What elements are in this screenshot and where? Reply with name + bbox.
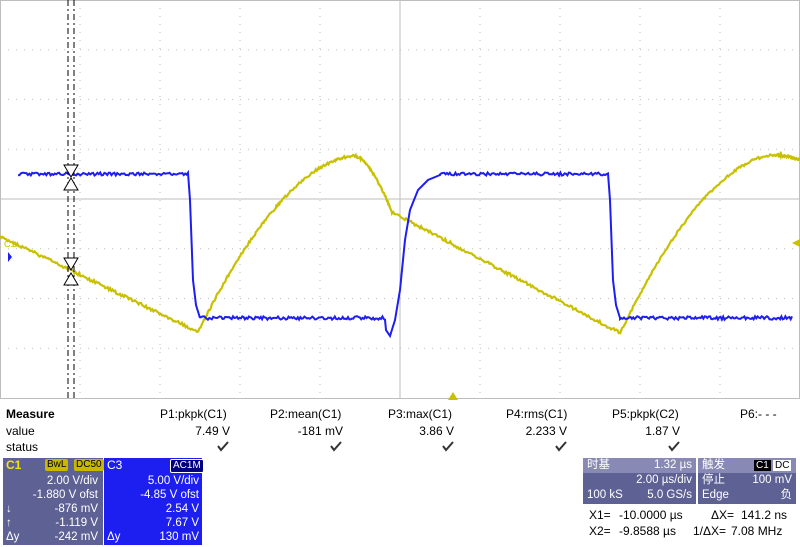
c3-offset-marker-icon[interactable] xyxy=(8,252,12,262)
timebase-label: 时基 xyxy=(587,458,610,473)
timebase-delay: 1.32 µs xyxy=(654,458,692,473)
trigger-level: 100 mV xyxy=(752,473,792,488)
trigger-level-marker-icon[interactable] xyxy=(792,239,800,247)
timebase-tdiv: 2.00 µs/div xyxy=(636,473,692,488)
c3-cursor2-value: 7.67 V xyxy=(166,516,199,530)
x1-label: X1= xyxy=(589,508,611,522)
c1-dy-value: -242 mV xyxy=(55,530,98,544)
c3-vdiv: 5.00 V/div xyxy=(148,474,199,488)
timebase-panel[interactable]: 时基 1.32 µs 2.00 µs/div 100 kS 5.0 GS/s xyxy=(583,458,696,504)
trigger-panel[interactable]: 触发 C1 DC 停止 100 mV Edge 负 xyxy=(698,458,796,504)
measure-p4-value: 2.233 V xyxy=(487,424,567,438)
trigger-position-marker-icon[interactable] xyxy=(448,392,458,400)
dx-label: ΔX= xyxy=(711,508,734,522)
c3-cursor1-value: 2.54 V xyxy=(166,502,199,516)
c1-cursor1-value: -876 mV xyxy=(55,502,98,516)
c1-dy-label: Δy xyxy=(6,530,19,544)
c1-bwl-badge: BwL xyxy=(45,459,68,471)
c1-coupling-badge: DC50 xyxy=(74,459,104,471)
trigger-label: 触发 xyxy=(702,458,725,473)
c1-offset: -1.880 V ofst xyxy=(33,488,98,502)
measure-p1-value: 7.49 V xyxy=(150,424,230,438)
c3-descriptor-header: C3 AC1M xyxy=(104,458,202,472)
check-icon xyxy=(442,440,454,452)
c1-name: C1 xyxy=(6,458,21,472)
check-icon xyxy=(217,440,229,452)
measure-p3-value: 3.86 V xyxy=(374,424,454,438)
cursor-up-icon: ↑ xyxy=(6,516,12,530)
trigger-type: Edge xyxy=(702,488,729,503)
measure-p1-header[interactable]: P1:pkpk(C1) xyxy=(160,407,227,421)
measure-p2-header[interactable]: P2:mean(C1) xyxy=(270,407,341,421)
c1-descriptor-panel[interactable]: C1 BwL DC50 2.00 V/div -1.880 V ofst ↓ -8… xyxy=(3,458,103,545)
waveform-display[interactable]: C1 xyxy=(0,0,800,400)
check-icon xyxy=(330,440,342,452)
c1-vdiv: 2.00 V/div xyxy=(47,474,98,488)
c3-dy-label: Δy xyxy=(107,530,120,544)
measure-p5-value: 1.87 V xyxy=(600,424,680,438)
c3-descriptor-panel[interactable]: C3 AC1M 5.00 V/div -4.85 V ofst 2.54 V 7… xyxy=(104,458,202,545)
timebase-samples: 100 kS xyxy=(587,488,623,503)
c1-descriptor-header: C1 BwL DC50 xyxy=(3,458,103,472)
measure-row-status-label: status xyxy=(6,440,38,454)
check-icon xyxy=(668,440,680,452)
measure-title: Measure xyxy=(6,407,55,421)
measure-table: Measure value status P1:pkpk(C1) 7.49 V … xyxy=(0,407,800,457)
inv-dx-label: 1/ΔX= xyxy=(693,524,726,538)
dx-value: 141.2 ns xyxy=(741,508,787,522)
trigger-slope: 负 xyxy=(781,488,793,503)
measure-p3-header[interactable]: P3:max(C1) xyxy=(388,407,452,421)
measure-row-value-label: value xyxy=(6,424,35,438)
measure-p2-value: -181 mV xyxy=(263,424,343,438)
measure-p4-header[interactable]: P4:rms(C1) xyxy=(506,407,567,421)
c1-offset-marker-label: C1 xyxy=(4,239,16,249)
c3-name: C3 xyxy=(107,458,122,472)
trace-c3 xyxy=(18,173,792,337)
c3-offset: -4.85 V ofst xyxy=(140,488,199,502)
c1-cursor2-value: -1.119 V xyxy=(55,516,98,530)
cursor-marker-upper[interactable] xyxy=(64,165,78,190)
x1-value: -10.0000 µs xyxy=(619,508,683,522)
cursor-down-icon: ↓ xyxy=(6,502,12,516)
c3-coupling-badge: AC1M xyxy=(170,459,204,473)
measure-p5-header[interactable]: P5:pkpk(C2) xyxy=(612,407,679,421)
measure-p6-header[interactable]: P6:- - - xyxy=(740,407,777,421)
cursor-readout: X1= -10.0000 µs ΔX= 141.2 ns X2= -9.8588… xyxy=(583,508,798,546)
timebase-rate: 5.0 GS/s xyxy=(647,488,692,503)
check-icon xyxy=(555,440,567,452)
trigger-mode: 停止 xyxy=(702,473,725,488)
c3-dy-value: 130 mV xyxy=(159,530,199,544)
graticule xyxy=(0,0,800,399)
inv-dx-value: 7.08 MHz xyxy=(731,524,782,538)
x2-label: X2= xyxy=(589,524,611,538)
trigger-source-badge: C1 xyxy=(754,460,771,471)
trigger-coupling-badge: DC xyxy=(773,460,791,471)
x2-value: -9.8588 µs xyxy=(619,524,676,538)
